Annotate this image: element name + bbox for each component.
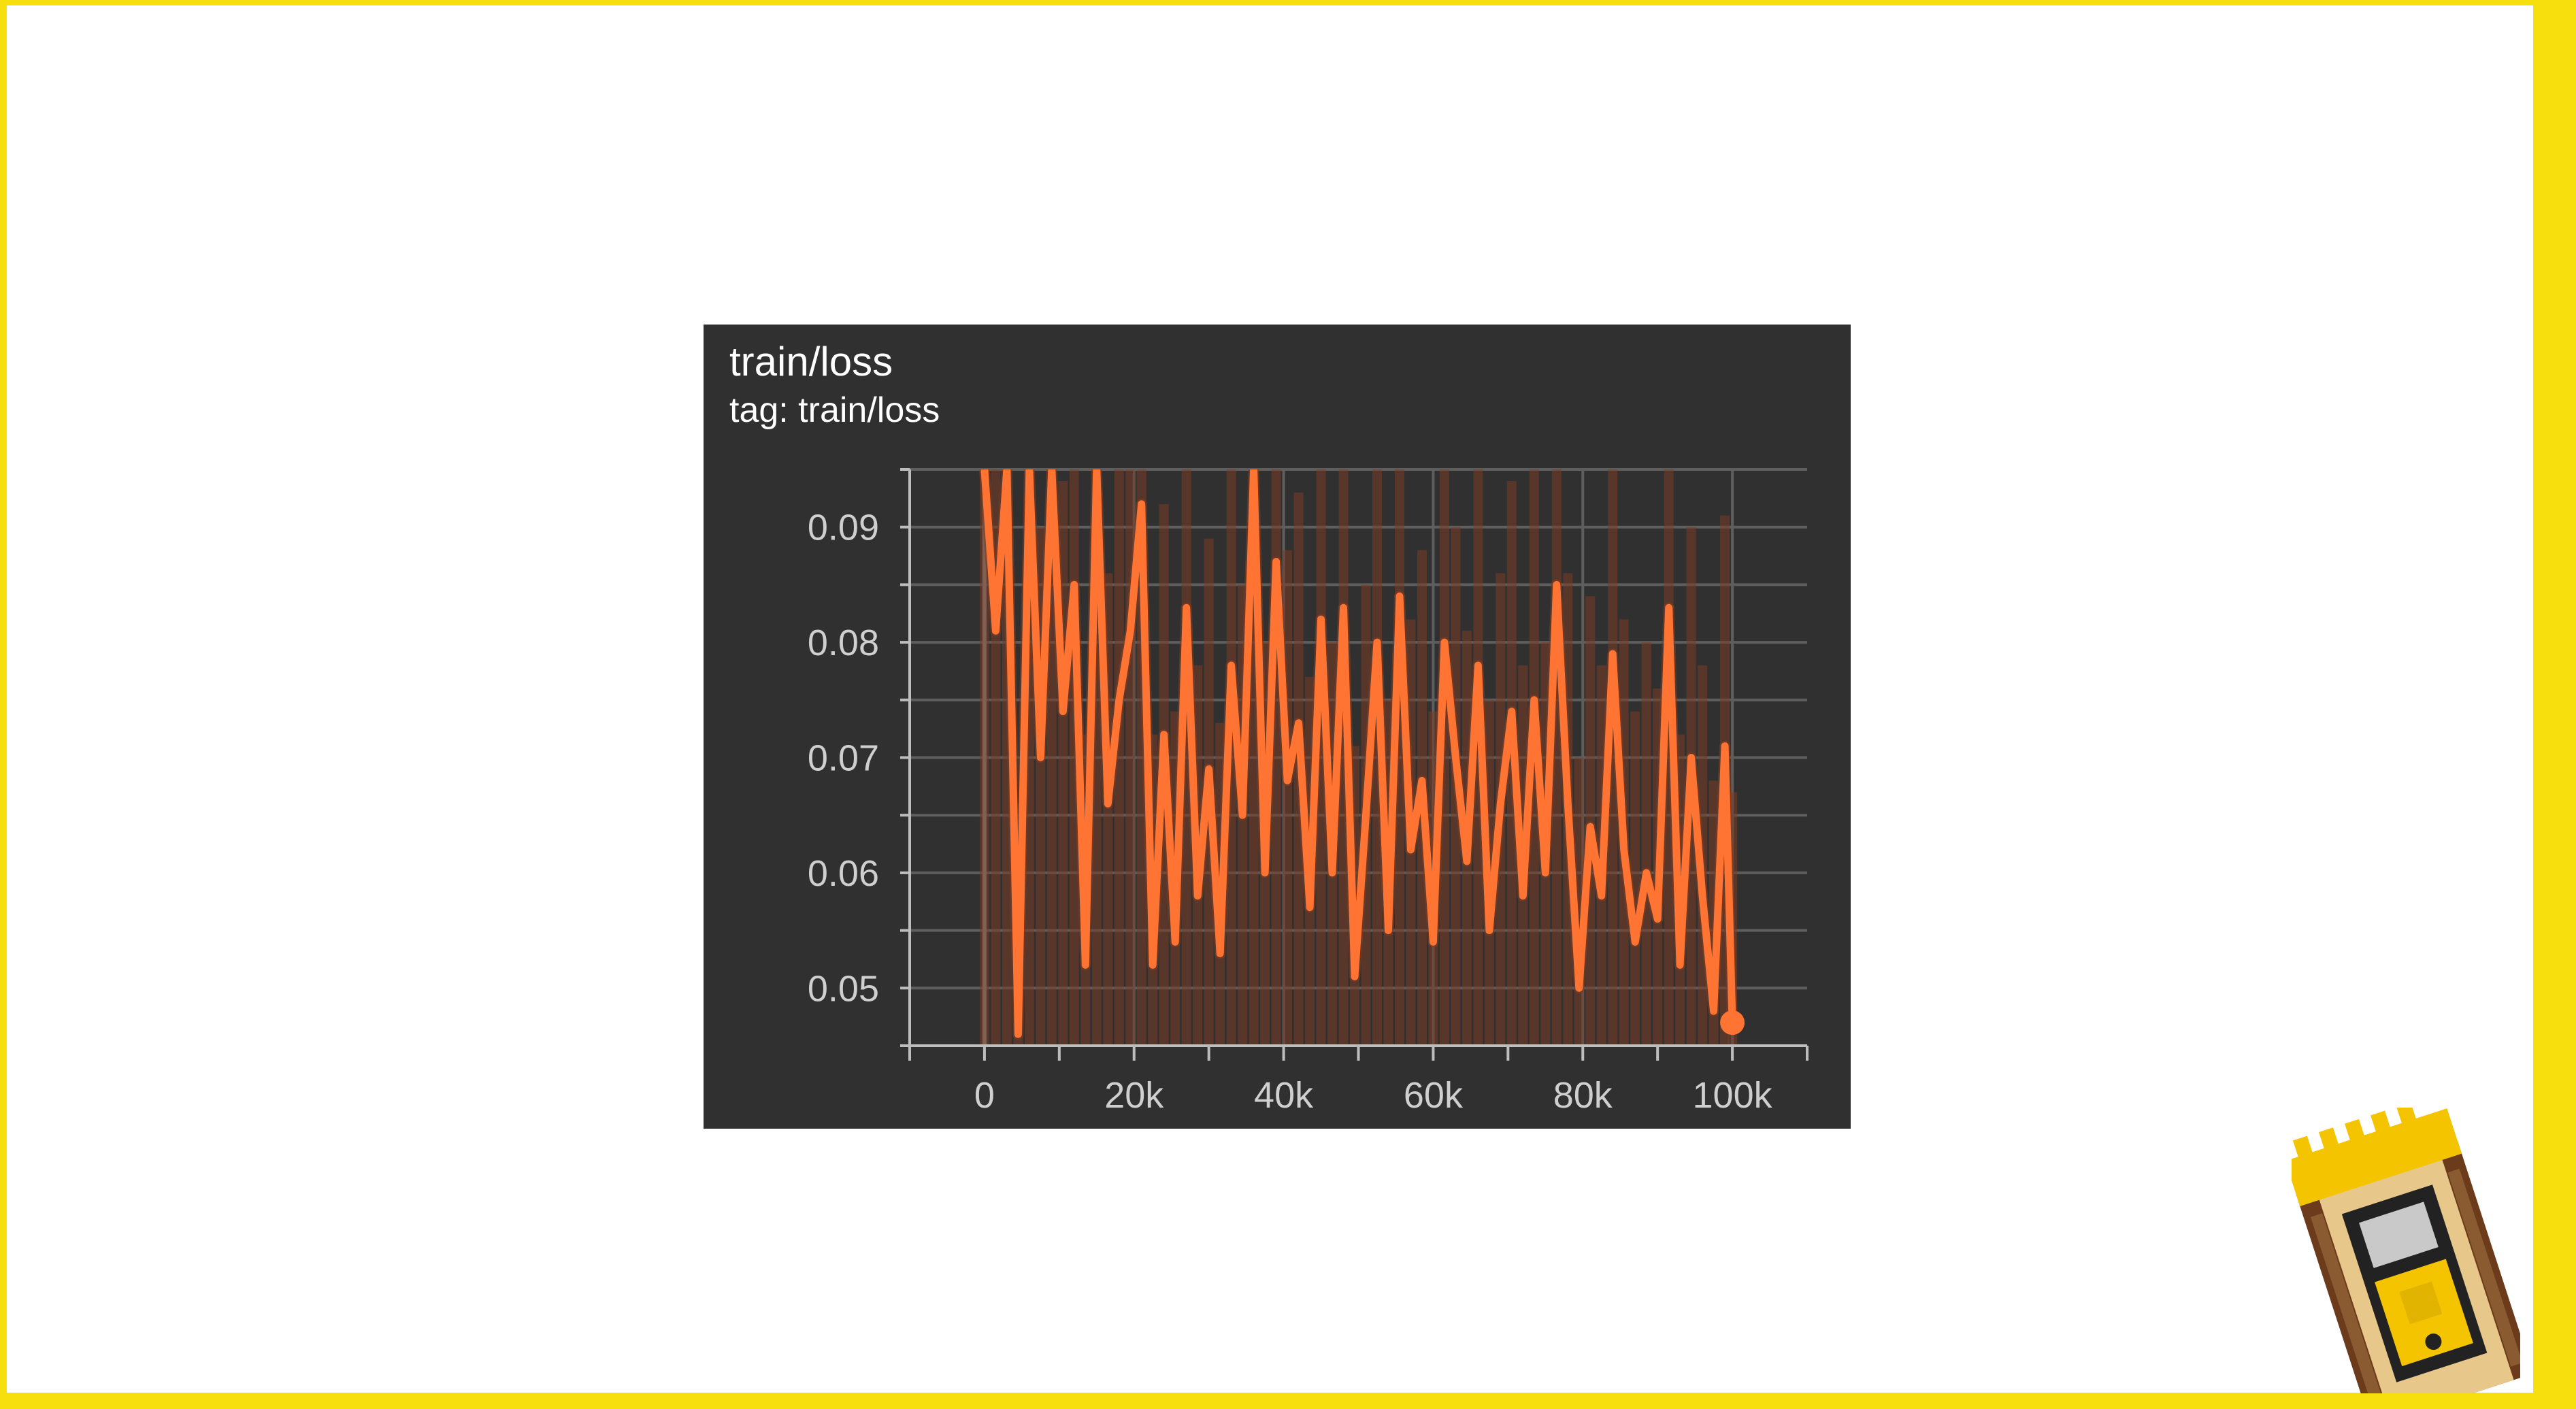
data-point xyxy=(1645,872,1647,874)
data-point xyxy=(1006,469,1008,470)
x-tick-label: 60k xyxy=(1404,1075,1464,1116)
data-point xyxy=(1567,803,1569,805)
data-point xyxy=(1702,895,1704,897)
data-point xyxy=(1332,872,1334,874)
y-tick-label: 0.05 xyxy=(808,968,879,1009)
series-line-train-loss xyxy=(980,469,1736,1038)
data-point xyxy=(1040,757,1042,759)
chart-subtitle: tag: train/loss xyxy=(729,391,940,430)
x-tick-label: 20k xyxy=(1104,1075,1164,1116)
data-point xyxy=(1432,941,1434,943)
data-point xyxy=(1488,929,1490,931)
data-point xyxy=(1320,618,1322,620)
tick-labels: 0.05 0.06 0.07 0.08 0.09 0 20k 40k 60k 80k 100k xyxy=(808,508,1773,1116)
data-point xyxy=(983,469,985,470)
data-point xyxy=(1309,906,1311,908)
y-tick-label: 0.06 xyxy=(808,853,879,894)
data-point xyxy=(1365,814,1367,816)
data-point xyxy=(1455,757,1457,759)
data-point xyxy=(1387,929,1389,931)
data-point xyxy=(1107,803,1109,805)
data-point xyxy=(1219,952,1221,955)
data-point xyxy=(1275,561,1277,563)
y-tick-label: 0.09 xyxy=(808,508,879,548)
data-point xyxy=(1522,895,1524,897)
data-point xyxy=(1163,733,1165,735)
data-point xyxy=(1197,895,1199,897)
data-point xyxy=(1051,469,1053,470)
data-point xyxy=(1410,849,1412,851)
data-point xyxy=(1545,872,1547,874)
y-tick-label: 0.08 xyxy=(808,623,879,663)
data-point xyxy=(1208,768,1210,770)
line-chart: 0.05 0.06 0.07 0.08 0.09 0 20k 40k 60k 80k 100k xyxy=(808,468,1809,1116)
data-point xyxy=(1466,860,1468,862)
data-point xyxy=(1062,710,1064,712)
data-point xyxy=(1421,780,1423,782)
slide-canvas: train/loss tag: train/loss 0.05 0.06 0.07 0… xyxy=(7,5,2533,1393)
axes xyxy=(900,468,1809,1061)
data-point xyxy=(1242,814,1244,816)
data-point xyxy=(1376,642,1378,644)
x-tick-label: 100k xyxy=(1693,1075,1773,1116)
data-point xyxy=(1713,1010,1715,1012)
chart-title: train/loss xyxy=(729,339,893,384)
data-point xyxy=(1477,664,1479,666)
smoothed-series xyxy=(980,469,1736,1038)
data-point xyxy=(1230,664,1232,666)
data-point xyxy=(1623,849,1625,851)
data-point xyxy=(1589,826,1591,828)
x-tick-label: 80k xyxy=(1553,1075,1613,1116)
chart-card: train/loss tag: train/loss 0.05 0.06 0.07 0… xyxy=(704,325,1851,1129)
x-tick-label: 40k xyxy=(1254,1075,1314,1116)
data-point xyxy=(1152,964,1154,966)
data-point xyxy=(1073,584,1075,586)
data-point xyxy=(1118,699,1120,701)
x-tick-label: 0 xyxy=(974,1075,995,1116)
data-point xyxy=(1510,710,1513,712)
data-point xyxy=(1253,469,1255,470)
data-point xyxy=(1264,872,1266,874)
data-point xyxy=(1724,745,1726,747)
data-point xyxy=(1679,964,1681,966)
lego-bulldozer-mascot xyxy=(2292,1108,2520,1393)
last-point-marker xyxy=(1720,1010,1745,1035)
y-tick-label: 0.07 xyxy=(808,738,879,779)
data-point xyxy=(1578,987,1580,989)
data-point xyxy=(1017,1033,1019,1035)
data-point xyxy=(1612,653,1614,655)
data-point xyxy=(1129,630,1132,632)
data-point xyxy=(1085,964,1087,966)
data-point xyxy=(1443,642,1445,644)
data-point xyxy=(1398,595,1400,597)
data-point xyxy=(1174,941,1176,943)
data-point xyxy=(1095,469,1097,470)
data-point xyxy=(1287,780,1289,782)
data-point xyxy=(1600,895,1602,897)
data-point xyxy=(1555,584,1557,586)
data-point xyxy=(995,630,997,632)
data-point xyxy=(1533,699,1535,701)
data-point xyxy=(1185,607,1187,609)
data-point xyxy=(1500,803,1502,805)
data-point xyxy=(1634,941,1636,943)
data-point xyxy=(1668,607,1670,609)
data-point xyxy=(1140,503,1142,505)
data-point xyxy=(1028,469,1030,470)
data-point xyxy=(1354,976,1356,978)
data-point xyxy=(1657,918,1659,920)
data-point xyxy=(1298,722,1300,724)
data-point xyxy=(1342,607,1344,609)
data-point xyxy=(1690,757,1692,759)
